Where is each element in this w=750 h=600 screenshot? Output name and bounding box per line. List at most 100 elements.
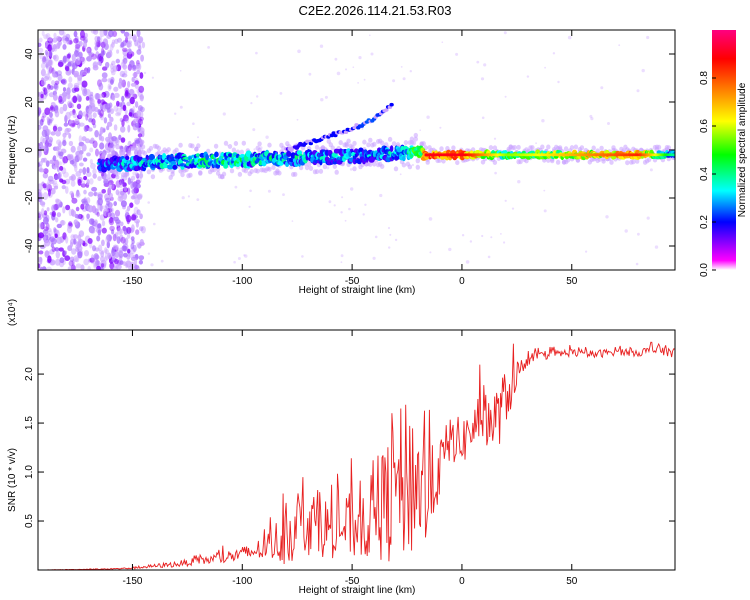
ridge-halo [322, 164, 328, 170]
noise-blob [62, 103, 68, 112]
ridge-halo [635, 158, 640, 164]
noise-speck [279, 92, 283, 95]
ridge-core [613, 153, 615, 157]
ridge-core [660, 153, 663, 157]
noise-blob [83, 125, 88, 132]
ridge-halo [601, 158, 606, 164]
y-tick-label: 0 [24, 147, 35, 153]
noise-blob [114, 38, 119, 44]
noise-blob [70, 145, 76, 153]
noise-blob [89, 228, 95, 234]
ridge-halo [113, 170, 118, 176]
noise-blob [40, 79, 47, 86]
ridge-core [650, 153, 652, 157]
noise-blob [121, 95, 125, 102]
noise-speck [589, 114, 593, 118]
ridge-core [547, 153, 549, 157]
noise-blob [124, 92, 131, 99]
noise-blob [57, 73, 63, 82]
ridge-core [449, 153, 452, 157]
noise-speck [511, 207, 515, 210]
noise-speck [419, 129, 422, 131]
noise-speck [618, 44, 621, 47]
noise-blob [43, 157, 47, 163]
ridge-halo [352, 140, 357, 146]
noise-blob [131, 34, 137, 41]
noise-blob [77, 213, 82, 220]
noise-blob [54, 247, 59, 252]
ridge-halo [368, 137, 373, 143]
ridge-core [540, 153, 543, 157]
ridge-core [516, 153, 519, 157]
noise-blob [136, 115, 142, 124]
ridge-core [644, 153, 647, 157]
noise-blob [116, 49, 120, 54]
ridge-cell [389, 145, 394, 153]
noise-blob [42, 55, 47, 63]
ridge-halo [338, 140, 343, 146]
noise-blob [51, 179, 58, 185]
noise-blob [47, 37, 54, 44]
ridge-halo [308, 166, 314, 171]
noise-blob [38, 147, 41, 155]
ridge-core [535, 153, 537, 157]
ridge-halo [249, 169, 254, 174]
noise-blob [107, 146, 112, 151]
noise-blob [79, 35, 86, 41]
noise-blob [120, 179, 124, 186]
ridge-core [531, 153, 533, 157]
noise-speck [252, 128, 256, 132]
ridge-halo [391, 141, 397, 147]
ridge-core [473, 153, 475, 157]
noise-blob [43, 168, 49, 174]
noise-blob [139, 94, 144, 102]
ridge-core [445, 153, 448, 157]
noise-blob [99, 142, 105, 150]
noise-blob [100, 136, 105, 142]
ridge-core [664, 153, 667, 157]
noise-blob [116, 236, 121, 244]
ridge-core [553, 153, 556, 157]
ridge-core [476, 153, 478, 157]
noise-blob [58, 95, 63, 103]
noise-speck [624, 229, 628, 233]
noise-blob [82, 180, 86, 188]
noise-blob [115, 180, 121, 188]
x-tick-label: -150 [122, 576, 142, 587]
ridge-halo [625, 160, 630, 166]
noise-blob [109, 142, 114, 148]
ridge-halo [380, 140, 385, 146]
noise-blob [57, 126, 63, 132]
noise-blob [129, 89, 135, 98]
ridge-core [672, 153, 674, 157]
noise-blob [100, 50, 105, 58]
noise-blob [70, 175, 74, 182]
ridge-core [665, 153, 668, 157]
ridge-halo [123, 175, 128, 181]
noise-blob [53, 165, 57, 170]
noise-blob [95, 260, 101, 266]
noise-blob [59, 154, 64, 160]
noise-blob [73, 38, 79, 44]
noise-speck [504, 95, 507, 98]
snr-marks [38, 341, 675, 570]
noise-blob [46, 207, 50, 212]
noise-speck [646, 216, 650, 220]
ridge-core [469, 153, 471, 157]
ridge-halo [271, 165, 276, 170]
noise-blob [63, 250, 67, 256]
noise-blob [44, 73, 50, 80]
ridge-halo [188, 172, 193, 178]
noise-blob [67, 153, 72, 160]
noise-blob [109, 207, 114, 213]
noise-speck [541, 119, 545, 123]
noise-blob [66, 128, 72, 132]
noise-blob [40, 93, 44, 99]
noise-blob [81, 57, 86, 64]
noise-blob [47, 136, 54, 143]
noise-blob [92, 168, 97, 175]
y-tick-label: 0.5 [24, 514, 35, 528]
noise-blob [50, 243, 54, 248]
noise-blob [69, 190, 74, 196]
noise-blob [127, 177, 131, 185]
